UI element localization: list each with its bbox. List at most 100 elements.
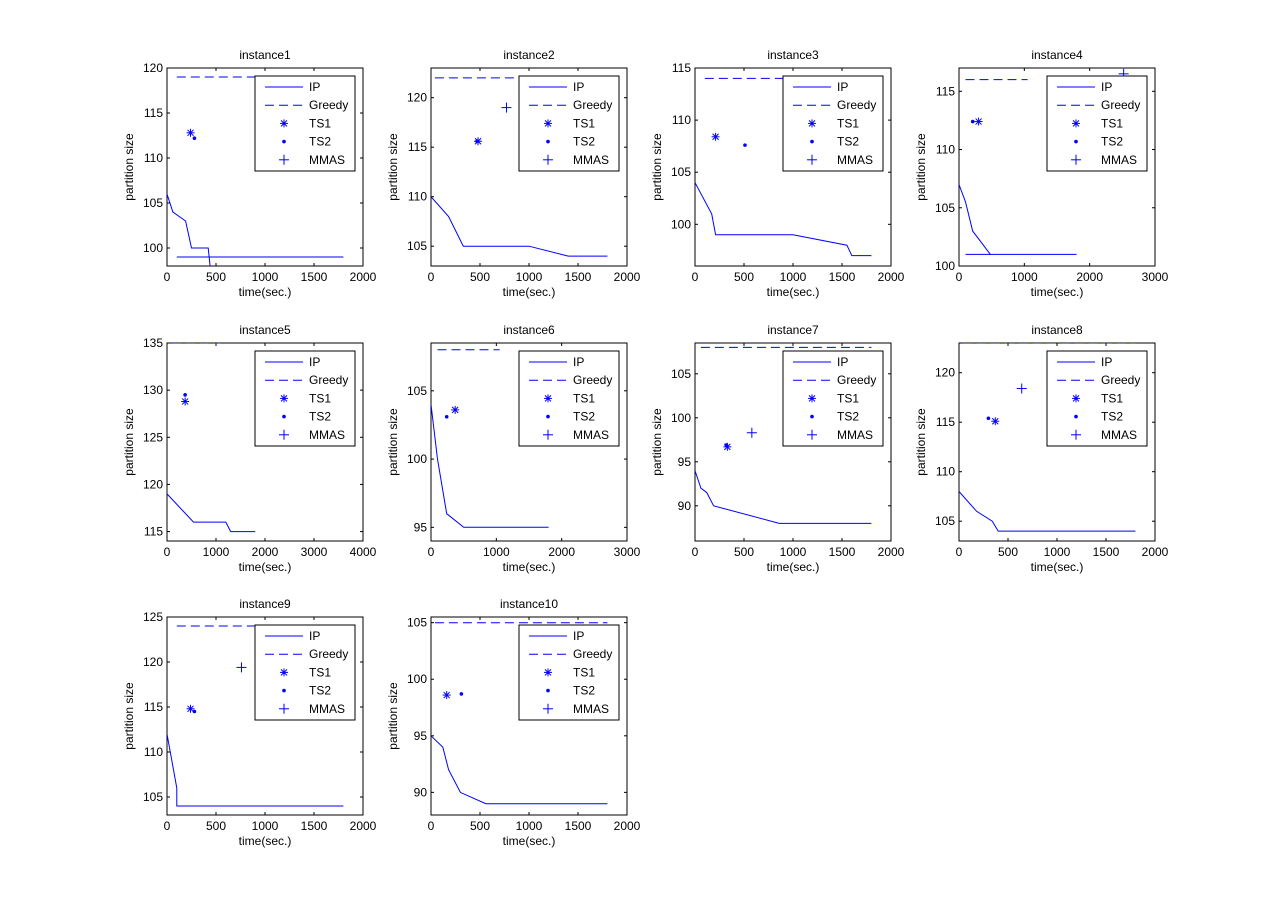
legend-label: MMAS (573, 702, 609, 716)
x-tick-label: 2000 (614, 819, 641, 833)
y-axis-label: partition size (386, 408, 400, 476)
series-point-ts2 (459, 692, 464, 696)
subplot-title: instance5 (239, 323, 291, 337)
legend: IP Greedy TS1 TS2 MMAS (1046, 75, 1148, 172)
y-axis-label: partition size (122, 682, 136, 750)
legend-swatch (280, 119, 288, 128)
plot-area (695, 346, 872, 524)
series-point-ts2 (970, 119, 975, 124)
subplot-2: 0 500 1000 1500 2000 105 110 115 120 instance2 tim… (386, 48, 641, 299)
subplot-5: 0 1000 2000 3000 4000 115 120 125 130 135 instance… (122, 323, 377, 574)
legend-label: MMAS (837, 428, 873, 442)
y-tick-label: 110 (408, 190, 427, 204)
legend-label: MMAS (837, 153, 873, 167)
y-tick-label: 100 (407, 452, 427, 466)
series-point-ts2 (724, 443, 729, 447)
series-point-ts1 (451, 405, 460, 414)
legend-label: MMAS (309, 702, 345, 716)
y-tick-label: 95 (414, 520, 428, 534)
legend-swatch (282, 414, 286, 419)
x-axis-label: time(sec.) (1031, 560, 1084, 574)
x-tick-label: 4000 (350, 545, 377, 559)
series-line-ip (167, 733, 344, 807)
legend-label: TS1 (309, 116, 331, 130)
subplot-10: 0 500 1000 1500 2000 90 95 100 105 instance10 time… (386, 597, 641, 848)
x-tick-label: 2000 (878, 270, 905, 284)
x-tick-label: 3000 (301, 545, 328, 559)
plot-area (167, 343, 256, 533)
legend: IP Greedy TS1 TS2 MMAS (518, 350, 620, 447)
series-line-ip (959, 491, 1136, 532)
legend-swatch (543, 154, 553, 165)
legend-label: TS2 (573, 410, 595, 424)
legend-swatch (546, 414, 550, 419)
y-tick-label: 110 (936, 143, 955, 157)
subplot-7: 0 500 1000 1500 2000 90 95 100 105 instance7 time(… (650, 323, 905, 574)
subplot-9: 0 500 1000 1500 2000 105 110 115 120 125 instance9… (122, 597, 377, 848)
legend-swatch (280, 668, 288, 677)
legend-label: MMAS (1101, 153, 1137, 167)
legend: IP Greedy TS1 TS2 MMAS (518, 75, 620, 172)
legend-swatch (1071, 154, 1081, 165)
x-tick-label: 2000 (1142, 545, 1169, 559)
y-tick-label: 125 (143, 610, 163, 624)
y-tick-label: 100 (143, 241, 163, 255)
x-axis-label: time(sec.) (503, 285, 556, 299)
legend-swatch (279, 703, 289, 714)
y-tick-label: 110 (144, 745, 163, 759)
series-point-ts1 (974, 117, 983, 126)
legend-swatch (543, 429, 553, 440)
series-point-ts2 (986, 416, 991, 421)
x-tick-label: 1500 (301, 819, 328, 833)
x-tick-label: 2000 (548, 545, 575, 559)
y-tick-label: 110 (672, 113, 691, 127)
legend-swatch (810, 139, 814, 144)
series-line-ip (167, 493, 256, 533)
legend: IP Greedy TS1 TS2 MMAS (254, 75, 356, 172)
legend-label: TS1 (309, 665, 331, 679)
series-line-ip (431, 196, 608, 257)
x-tick-label: 500 (470, 270, 490, 284)
x-tick-label: 500 (206, 819, 226, 833)
x-tick-label: 0 (164, 545, 171, 559)
subplot-title: instance4 (1031, 48, 1083, 62)
y-axis-label: partition size (650, 133, 664, 201)
x-axis-label: time(sec.) (239, 285, 292, 299)
y-tick-label: 100 (935, 259, 955, 273)
subplot-4: 0 1000 2000 3000 100 105 110 115 instance4 time(s… (914, 48, 1169, 299)
x-tick-label: 2000 (350, 270, 377, 284)
y-tick-label: 120 (143, 477, 163, 491)
x-tick-label: 1000 (780, 545, 807, 559)
y-tick-label: 135 (143, 336, 163, 350)
legend-swatch (1074, 139, 1078, 144)
y-tick-label: 125 (143, 430, 163, 444)
x-axis-label: time(sec.) (767, 560, 820, 574)
legend-box (254, 624, 356, 721)
legend-label: TS1 (837, 116, 859, 130)
series-point-ts1 (186, 704, 195, 713)
legend: IP Greedy TS1 TS2 MMAS (254, 624, 356, 721)
y-axis-label: partition size (386, 133, 400, 201)
x-tick-label: 2000 (878, 545, 905, 559)
y-axis-label: partition size (650, 408, 664, 476)
legend-label: IP (573, 355, 584, 369)
subplot-title: instance9 (239, 597, 291, 611)
legend-label: Greedy (573, 647, 612, 661)
legend-label: IP (309, 80, 320, 94)
series-line-ip (695, 182, 872, 257)
y-tick-label: 120 (935, 366, 955, 380)
legend-swatch (544, 668, 552, 677)
legend-label: Greedy (573, 98, 612, 112)
legend-label: IP (309, 355, 320, 369)
legend-label: MMAS (1101, 428, 1137, 442)
legend-box (254, 350, 356, 447)
series-line-ip (431, 404, 549, 528)
series-point-ts1 (181, 397, 190, 406)
x-tick-label: 2000 (252, 545, 279, 559)
legend-label: IP (837, 355, 848, 369)
subplot-1: 0 500 1000 1500 2000 100 105 110 115 120 instance1… (122, 48, 377, 299)
subplot-title: instance1 (239, 48, 291, 62)
legend-label: TS2 (573, 135, 595, 149)
y-tick-label: 105 (671, 165, 691, 179)
